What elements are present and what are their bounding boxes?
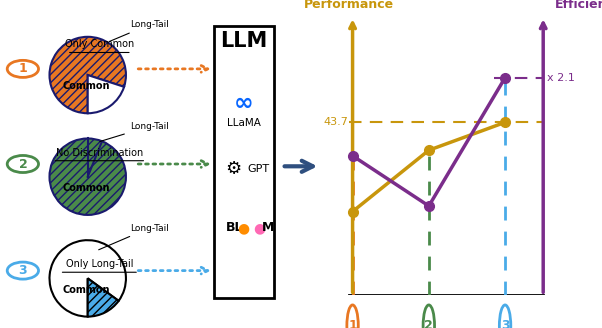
Text: Common: Common: [62, 81, 110, 92]
Text: 43.7: 43.7: [324, 117, 349, 127]
Text: Common: Common: [62, 285, 110, 295]
Wedge shape: [88, 75, 124, 113]
Text: Only Common: Only Common: [64, 39, 134, 49]
Text: BL: BL: [226, 221, 244, 235]
Wedge shape: [49, 138, 126, 215]
Text: Long-Tail: Long-Tail: [99, 224, 169, 250]
Text: GPT: GPT: [248, 164, 270, 174]
Text: Long-Tail: Long-Tail: [110, 20, 169, 41]
Text: 1: 1: [348, 319, 357, 328]
Wedge shape: [49, 37, 126, 113]
Text: 2: 2: [424, 319, 433, 328]
Text: Common: Common: [62, 183, 110, 193]
Text: ⚙: ⚙: [226, 160, 241, 178]
Text: No Discrimination: No Discrimination: [56, 148, 143, 157]
Text: ∞: ∞: [234, 91, 253, 115]
Wedge shape: [49, 240, 126, 317]
Text: 3: 3: [19, 264, 27, 277]
Text: 1: 1: [19, 62, 27, 75]
FancyBboxPatch shape: [214, 26, 274, 298]
Text: 2: 2: [19, 157, 27, 171]
Text: 3: 3: [501, 319, 509, 328]
Text: Task
Performance: Task Performance: [303, 0, 394, 11]
Text: M: M: [262, 221, 274, 235]
Text: x 2.1: x 2.1: [547, 73, 575, 83]
Text: Pipeline
Efficiency: Pipeline Efficiency: [554, 0, 602, 11]
Text: ●: ●: [253, 221, 265, 235]
Text: ●: ●: [238, 221, 250, 235]
Text: LLaMA: LLaMA: [227, 118, 261, 128]
Wedge shape: [88, 278, 119, 317]
Text: Long-Tail: Long-Tail: [100, 122, 169, 141]
Text: LLM: LLM: [220, 31, 267, 51]
Text: Only Long-Tail: Only Long-Tail: [66, 259, 133, 269]
